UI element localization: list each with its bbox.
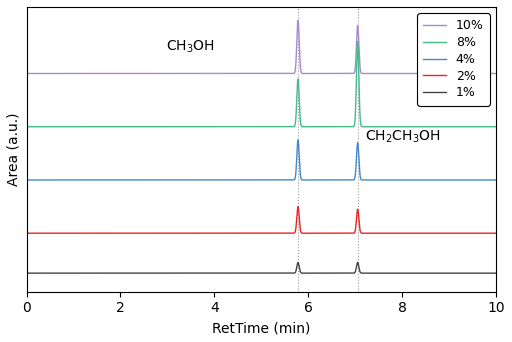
2% <box>24 231 30 235</box>
Legend: 10%, 8%, 4%, 2%, 1%: 10%, 8%, 4%, 2%, 1% <box>417 13 490 106</box>
4% <box>24 178 30 182</box>
Text: CH$_2$CH$_3$OH: CH$_2$CH$_3$OH <box>365 129 440 145</box>
2% <box>43 231 49 235</box>
2% <box>26 231 32 235</box>
10% <box>52 71 58 76</box>
10% <box>24 71 30 76</box>
4% <box>295 138 301 142</box>
10% <box>26 71 32 76</box>
10% <box>253 71 259 76</box>
1% <box>52 271 58 275</box>
2% <box>116 231 122 235</box>
4% <box>52 178 58 182</box>
8% <box>468 125 475 129</box>
8% <box>43 125 49 129</box>
1% <box>43 271 49 275</box>
1% <box>253 271 259 275</box>
8% <box>52 125 58 129</box>
2% <box>493 231 499 235</box>
8% <box>493 125 499 129</box>
4% <box>26 178 32 182</box>
1% <box>116 271 122 275</box>
10% <box>468 71 475 76</box>
8% <box>253 125 259 129</box>
1% <box>493 271 499 275</box>
2% <box>52 231 58 235</box>
1% <box>468 271 475 275</box>
10% <box>493 71 499 76</box>
Line: 10%: 10% <box>27 20 496 74</box>
2% <box>468 231 475 235</box>
Y-axis label: Area (a.u.): Area (a.u.) <box>7 113 21 186</box>
4% <box>493 178 499 182</box>
2% <box>253 231 259 235</box>
4% <box>43 178 49 182</box>
8% <box>355 40 361 44</box>
4% <box>116 178 122 182</box>
Line: 8%: 8% <box>27 42 496 127</box>
10% <box>43 71 49 76</box>
10% <box>116 71 122 76</box>
Line: 2%: 2% <box>27 207 496 233</box>
1% <box>355 261 361 265</box>
X-axis label: RetTime (min): RetTime (min) <box>212 321 311 335</box>
8% <box>116 125 122 129</box>
Text: CH$_3$OH: CH$_3$OH <box>166 38 216 55</box>
8% <box>26 125 32 129</box>
10% <box>295 18 301 22</box>
1% <box>26 271 32 275</box>
Line: 1%: 1% <box>27 263 496 273</box>
Line: 4%: 4% <box>27 140 496 180</box>
2% <box>295 205 301 209</box>
1% <box>24 271 30 275</box>
4% <box>253 178 259 182</box>
8% <box>24 125 30 129</box>
4% <box>468 178 475 182</box>
